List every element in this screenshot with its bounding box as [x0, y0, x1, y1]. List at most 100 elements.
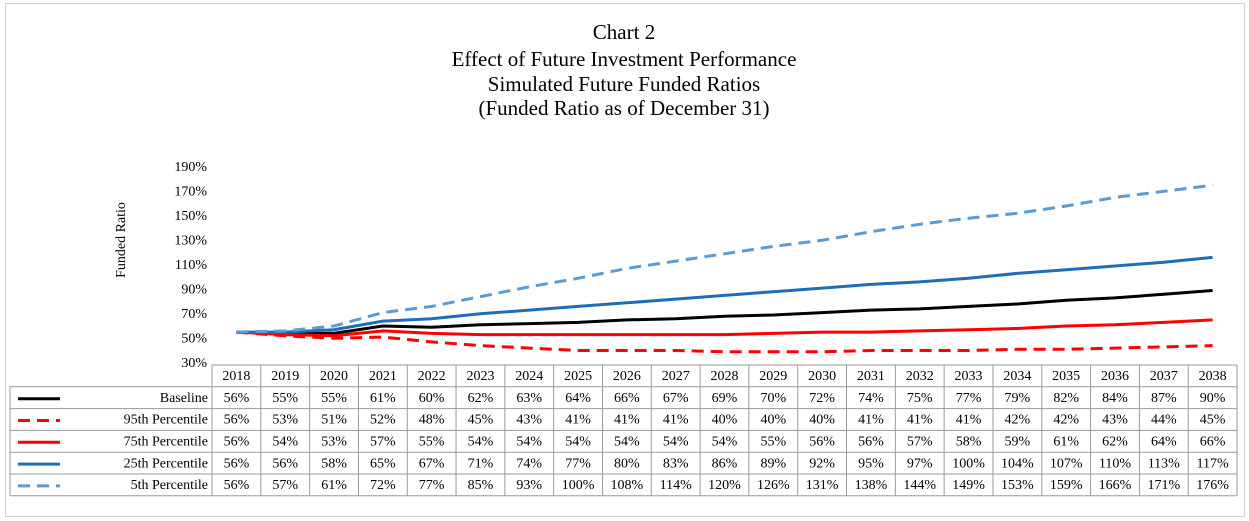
table-cell: 84% [1102, 391, 1128, 406]
table-cell: 166% [1099, 478, 1132, 493]
table-cell: 120% [708, 478, 741, 493]
table-cell: 59% [1005, 435, 1031, 450]
table-cell: 48% [419, 413, 445, 428]
y-tick-label: 130% [174, 234, 207, 249]
table-cell: 41% [565, 413, 591, 428]
x-tick-label: 2020 [320, 369, 348, 384]
x-tick-label: 2030 [808, 369, 836, 384]
table-cell: 71% [468, 456, 494, 471]
table-cell: 62% [468, 391, 494, 406]
table-cell: 41% [907, 413, 933, 428]
table-cell: 57% [272, 478, 298, 493]
table-cell: 62% [1102, 435, 1128, 450]
series-line [236, 318, 1213, 338]
table-cell: 56% [224, 391, 250, 406]
table-cell: 45% [1200, 413, 1226, 428]
x-tick-label: 2026 [613, 369, 641, 384]
legend-label: 75th Percentile [124, 435, 208, 450]
table-cell: 54% [712, 435, 738, 450]
legend-label: 25th Percentile [124, 456, 208, 471]
y-tick-label: 110% [175, 258, 207, 273]
table-cell: 40% [712, 413, 738, 428]
table-cell: 56% [224, 413, 250, 428]
table-cell: 100% [952, 456, 985, 471]
table-cell: 69% [712, 391, 738, 406]
y-tick-label: 90% [181, 283, 207, 298]
x-tick-label: 2038 [1199, 369, 1227, 384]
table-cell: 153% [1001, 478, 1034, 493]
x-tick-label: 2033 [955, 369, 983, 384]
table-cell: 79% [1005, 391, 1031, 406]
table-cell: 58% [956, 435, 982, 450]
table-cell: 61% [321, 478, 347, 493]
table-cell: 149% [952, 478, 985, 493]
table-cell: 43% [516, 413, 542, 428]
y-tick-label: 70% [181, 307, 207, 322]
table-cell: 58% [321, 456, 347, 471]
table-cell: 72% [809, 391, 835, 406]
x-tick-label: 2019 [271, 369, 299, 384]
table-cell: 65% [370, 456, 396, 471]
table-cell: 43% [1102, 413, 1128, 428]
x-tick-label: 2029 [759, 369, 787, 384]
table-cell: 53% [321, 435, 347, 450]
table-cell: 64% [1151, 435, 1177, 450]
y-tick-label: 170% [174, 185, 207, 200]
table-cell: 55% [272, 391, 298, 406]
table-cell: 97% [907, 456, 933, 471]
series-line [236, 255, 1213, 334]
table-cell: 77% [565, 456, 591, 471]
x-tick-label: 2025 [564, 369, 592, 384]
legend-label: 5th Percentile [131, 478, 208, 493]
table-cell: 54% [663, 435, 689, 450]
table-cell: 89% [760, 456, 786, 471]
table-cell: 40% [760, 413, 786, 428]
table-cell: 40% [809, 413, 835, 428]
table-cell: 55% [321, 391, 347, 406]
table-cell: 171% [1147, 478, 1180, 493]
table-cell: 100% [562, 478, 595, 493]
table-cell: 64% [565, 391, 591, 406]
table-cell: 61% [370, 391, 396, 406]
x-tick-label: 2028 [711, 369, 739, 384]
table-cell: 104% [1001, 456, 1034, 471]
table-cell: 126% [757, 478, 790, 493]
table-cell: 114% [660, 478, 692, 493]
table-cell: 113% [1148, 456, 1180, 471]
table-cell: 138% [855, 478, 888, 493]
table-cell: 55% [760, 435, 786, 450]
y-tick-label: 30% [181, 356, 207, 371]
x-tick-label: 2036 [1101, 369, 1129, 384]
series-line [236, 330, 1213, 354]
table-cell: 41% [956, 413, 982, 428]
table-cell: 82% [1053, 391, 1079, 406]
table-cell: 61% [1053, 435, 1079, 450]
table-cell: 56% [224, 456, 250, 471]
x-tick-label: 2018 [222, 369, 250, 384]
table-cell: 67% [419, 456, 445, 471]
table-cell: 108% [611, 478, 644, 493]
table-cell: 56% [224, 435, 250, 450]
table-cell: 95% [858, 456, 884, 471]
table-cell: 83% [663, 456, 689, 471]
x-tick-label: 2022 [418, 369, 446, 384]
x-tick-label: 2021 [369, 369, 397, 384]
table-cell: 57% [907, 435, 933, 450]
table-cell: 54% [565, 435, 591, 450]
y-axis-label: Funded Ratio [114, 202, 129, 278]
table-cell: 45% [468, 413, 494, 428]
table-cell: 53% [272, 413, 298, 428]
y-tick-label: 50% [181, 332, 207, 347]
table-cell: 55% [419, 435, 445, 450]
table-cell: 54% [272, 435, 298, 450]
chart-title: Chart 2 [593, 20, 655, 44]
chart-subtitle: Simulated Future Funded Ratios [488, 72, 760, 96]
table-cell: 41% [614, 413, 640, 428]
table-cell: 87% [1151, 391, 1177, 406]
table-cell: 110% [1099, 456, 1131, 471]
table-cell: 42% [1053, 413, 1079, 428]
chart-subtitle: Effect of Future Investment Performance [452, 47, 797, 71]
table-cell: 63% [516, 391, 542, 406]
table-cell: 77% [419, 478, 445, 493]
